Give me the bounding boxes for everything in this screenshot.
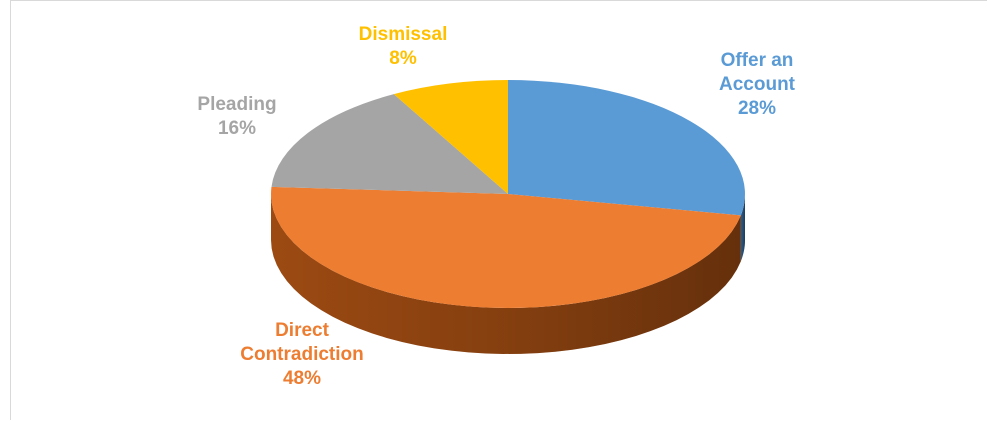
label-pleading: Pleading 16% <box>197 94 277 139</box>
label-dismissal: Dismissal 8% <box>358 24 448 69</box>
label-direct-contradiction: Direct Contradiction 48% <box>240 320 364 389</box>
slice-dismissal[interactable] <box>393 80 508 194</box>
slice-pleading[interactable] <box>271 94 508 194</box>
side-direct-contradiction-shade <box>271 194 741 354</box>
slice-offer-an-account[interactable] <box>508 80 745 216</box>
pie-chart <box>271 80 745 354</box>
side-offer-an-account-shade <box>740 194 745 262</box>
label-offer-an-account: Offer an Account 28% <box>719 50 795 119</box>
chart-area: Offer an Account 28% Direct Contradictio… <box>10 0 987 420</box>
slice-direct-contradiction[interactable] <box>271 186 741 308</box>
